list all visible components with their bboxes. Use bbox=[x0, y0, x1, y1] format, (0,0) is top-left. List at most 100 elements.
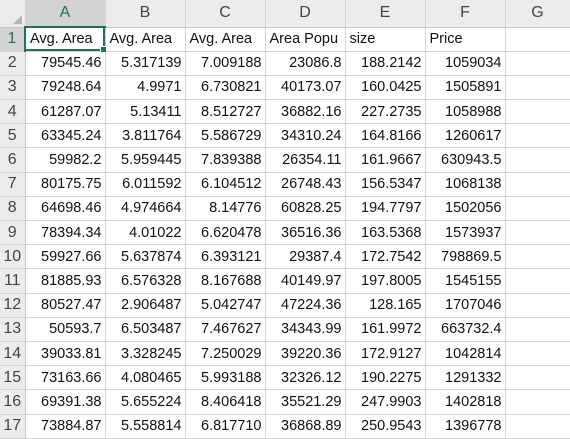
cell-e12[interactable]: 128.165 bbox=[345, 293, 426, 318]
column-header-e[interactable]: E bbox=[345, 0, 426, 28]
row-header[interactable]: 15 bbox=[0, 365, 26, 391]
cell-c8[interactable]: 8.14776 bbox=[185, 196, 266, 222]
cell-c10[interactable]: 6.393121 bbox=[185, 244, 266, 270]
cell-b5[interactable]: 3.811764 bbox=[105, 123, 186, 149]
cell-g9[interactable] bbox=[505, 220, 570, 246]
cell-a17[interactable]: 73884.87 bbox=[25, 414, 106, 439]
cell-b9[interactable]: 4.01022 bbox=[105, 220, 186, 246]
cell-a15[interactable]: 73163.66 bbox=[25, 365, 106, 391]
cell-f15[interactable]: 1291332 bbox=[425, 365, 506, 391]
column-header-b[interactable]: B bbox=[105, 0, 186, 28]
cell-g15[interactable] bbox=[505, 365, 570, 391]
cell-g5[interactable] bbox=[505, 123, 570, 149]
row-header[interactable]: 17 bbox=[0, 414, 26, 439]
cell-a7[interactable]: 80175.75 bbox=[25, 172, 106, 197]
column-header-g[interactable]: G bbox=[505, 0, 570, 28]
cell-a8[interactable]: 64698.46 bbox=[25, 196, 106, 222]
cell-e5[interactable]: 164.8166 bbox=[345, 123, 426, 149]
row-header[interactable]: 9 bbox=[0, 220, 26, 246]
cell-e10[interactable]: 172.7542 bbox=[345, 244, 426, 270]
cell-c7[interactable]: 6.104512 bbox=[185, 172, 266, 197]
cell-f14[interactable]: 1042814 bbox=[425, 341, 506, 367]
cell-g16[interactable] bbox=[505, 389, 570, 415]
cell-f7[interactable]: 1068138 bbox=[425, 172, 506, 197]
cell-b6[interactable]: 5.959445 bbox=[105, 147, 186, 173]
cell-g14[interactable] bbox=[505, 341, 570, 367]
cell-d13[interactable]: 34343.99 bbox=[265, 317, 346, 342]
cell-g10[interactable] bbox=[505, 244, 570, 270]
cell-b7[interactable]: 6.011592 bbox=[105, 172, 186, 197]
cell-a13[interactable]: 50593.7 bbox=[25, 317, 106, 342]
cell-e7[interactable]: 156.5347 bbox=[345, 172, 426, 197]
cell-a9[interactable]: 78394.34 bbox=[25, 220, 106, 246]
cell-a6[interactable]: 59982.2 bbox=[25, 147, 106, 173]
row-header[interactable]: 12 bbox=[0, 293, 26, 318]
row-header[interactable]: 4 bbox=[0, 99, 26, 125]
cell-d11[interactable]: 40149.97 bbox=[265, 268, 346, 294]
cell-b17[interactable]: 5.558814 bbox=[105, 414, 186, 439]
cell-f2[interactable]: 1059034 bbox=[425, 51, 506, 76]
cell-a11[interactable]: 81885.93 bbox=[25, 268, 106, 294]
cell-b16[interactable]: 5.655224 bbox=[105, 389, 186, 415]
cell-g12[interactable] bbox=[505, 293, 570, 318]
cell-b11[interactable]: 6.576328 bbox=[105, 268, 186, 294]
cell-f8[interactable]: 1502056 bbox=[425, 196, 506, 222]
cell-d10[interactable]: 29387.4 bbox=[265, 244, 346, 270]
cell-a12[interactable]: 80527.47 bbox=[25, 293, 106, 318]
cell-d12[interactable]: 47224.36 bbox=[265, 293, 346, 318]
column-header-d[interactable]: D bbox=[265, 0, 346, 28]
cell-g7[interactable] bbox=[505, 172, 570, 197]
row-header[interactable]: 16 bbox=[0, 389, 26, 415]
cell-g4[interactable] bbox=[505, 99, 570, 125]
row-header[interactable]: 8 bbox=[0, 196, 26, 222]
cell-e3[interactable]: 160.0425 bbox=[345, 75, 426, 101]
cell-c13[interactable]: 7.467627 bbox=[185, 317, 266, 342]
cell-c3[interactable]: 6.730821 bbox=[185, 75, 266, 101]
cell-d14[interactable]: 39220.36 bbox=[265, 341, 346, 367]
cell-f1[interactable]: Price bbox=[425, 27, 506, 52]
cell-f4[interactable]: 1058988 bbox=[425, 99, 506, 125]
cell-a5[interactable]: 63345.24 bbox=[25, 123, 106, 149]
cell-g8[interactable] bbox=[505, 196, 570, 222]
cell-b13[interactable]: 6.503487 bbox=[105, 317, 186, 342]
cell-c5[interactable]: 5.586729 bbox=[185, 123, 266, 149]
cell-e14[interactable]: 172.9127 bbox=[345, 341, 426, 367]
row-header[interactable]: 10 bbox=[0, 244, 26, 270]
cell-g1[interactable] bbox=[505, 27, 570, 52]
cell-d6[interactable]: 26354.11 bbox=[265, 147, 346, 173]
cell-e4[interactable]: 227.2735 bbox=[345, 99, 426, 125]
cell-d2[interactable]: 23086.8 bbox=[265, 51, 346, 76]
cell-e8[interactable]: 194.7797 bbox=[345, 196, 426, 222]
cell-f9[interactable]: 1573937 bbox=[425, 220, 506, 246]
cell-c14[interactable]: 7.250029 bbox=[185, 341, 266, 367]
cell-e16[interactable]: 247.9903 bbox=[345, 389, 426, 415]
cell-b12[interactable]: 2.906487 bbox=[105, 293, 186, 318]
row-header[interactable]: 5 bbox=[0, 123, 26, 149]
cell-e15[interactable]: 190.2275 bbox=[345, 365, 426, 391]
cell-b3[interactable]: 4.9971 bbox=[105, 75, 186, 101]
cell-c16[interactable]: 8.406418 bbox=[185, 389, 266, 415]
cell-d5[interactable]: 34310.24 bbox=[265, 123, 346, 149]
cell-g17[interactable] bbox=[505, 414, 570, 439]
cell-a2[interactable]: 79545.46 bbox=[25, 51, 106, 76]
cell-e17[interactable]: 250.9543 bbox=[345, 414, 426, 439]
cell-d15[interactable]: 32326.12 bbox=[265, 365, 346, 391]
select-all-corner[interactable] bbox=[0, 0, 26, 28]
cell-c17[interactable]: 6.817710 bbox=[185, 414, 266, 439]
row-header[interactable]: 13 bbox=[0, 317, 26, 342]
row-header[interactable]: 6 bbox=[0, 147, 26, 173]
cell-a4[interactable]: 61287.07 bbox=[25, 99, 106, 125]
cell-b14[interactable]: 3.328245 bbox=[105, 341, 186, 367]
cell-g6[interactable] bbox=[505, 147, 570, 173]
cell-c9[interactable]: 6.620478 bbox=[185, 220, 266, 246]
cell-d4[interactable]: 36882.16 bbox=[265, 99, 346, 125]
cell-d9[interactable]: 36516.36 bbox=[265, 220, 346, 246]
cell-e6[interactable]: 161.9667 bbox=[345, 147, 426, 173]
cell-a10[interactable]: 59927.66 bbox=[25, 244, 106, 270]
cell-c11[interactable]: 8.167688 bbox=[185, 268, 266, 294]
cell-b1[interactable]: Avg. Area bbox=[105, 27, 186, 52]
cell-f3[interactable]: 1505891 bbox=[425, 75, 506, 101]
cell-g2[interactable] bbox=[505, 51, 570, 76]
cell-g3[interactable] bbox=[505, 75, 570, 101]
cell-f6[interactable]: 630943.5 bbox=[425, 147, 506, 173]
